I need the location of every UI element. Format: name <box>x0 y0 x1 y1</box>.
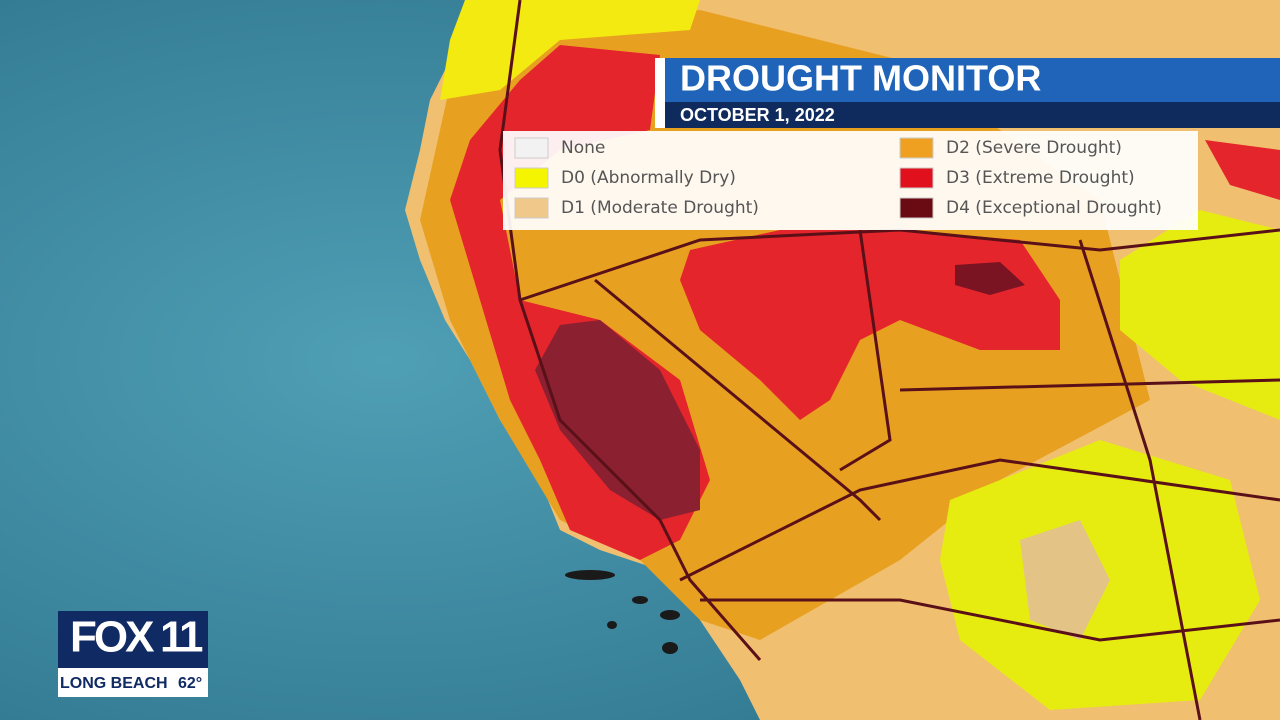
abnormally-dry-area <box>440 0 700 100</box>
exceptional-drought-area <box>955 262 1025 295</box>
brand: FOX <box>70 613 154 662</box>
legend-swatch <box>514 197 549 219</box>
moderate-drought-area <box>1020 520 1110 640</box>
islands <box>565 570 680 654</box>
legend-label: D3 (Extreme Drought) <box>946 168 1135 188</box>
station-info <box>58 668 208 697</box>
legend-label: D0 (Abnormally Dry) <box>561 168 736 188</box>
legend: None D0 (Abnormally Dry) D1 (Moderate Drou… <box>514 137 1162 219</box>
legend-label: None <box>561 138 605 158</box>
legend-swatch <box>514 167 549 189</box>
legend-label: D1 (Moderate Drought) <box>561 198 759 218</box>
legend-swatch <box>899 167 934 189</box>
legend-label: D2 (Severe Drought) <box>946 138 1122 158</box>
station-logo <box>58 611 208 668</box>
legend-label: D4 (Exceptional Drought) <box>946 198 1162 218</box>
title-accent <box>655 58 665 128</box>
temperature: 62° <box>178 675 202 692</box>
title-bar-top <box>655 58 1280 102</box>
legend-panel <box>503 131 1198 230</box>
city: LONG BEACH <box>60 675 168 692</box>
abnormally-dry-area <box>1120 210 1280 420</box>
extreme-drought-area <box>1205 140 1280 200</box>
legend-swatch <box>899 197 934 219</box>
legend-swatch <box>899 137 934 159</box>
channel: 11 <box>160 613 203 662</box>
date: OCTOBER 1, 2022 <box>680 105 835 125</box>
title: DROUGHT MONITOR <box>680 58 1041 99</box>
exceptional-drought-area <box>535 320 700 520</box>
legend-swatch <box>514 137 549 159</box>
